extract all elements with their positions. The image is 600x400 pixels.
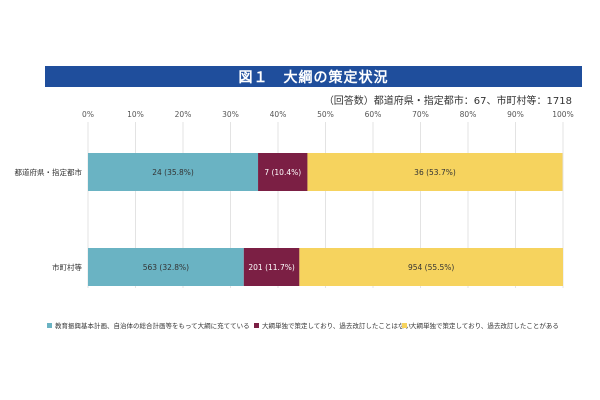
bar-segment [307, 153, 563, 191]
legend-swatch [254, 323, 259, 328]
chart-title: 図１ 大綱の策定状況 [45, 66, 582, 87]
bar-segment [243, 248, 300, 286]
bar-segment [258, 153, 308, 191]
x-tick-label: 60% [365, 110, 382, 119]
bar-segment [88, 153, 259, 191]
data-label: 954 (55.5%) [408, 263, 454, 272]
x-tick-label: 20% [175, 110, 192, 119]
bar-segment [299, 248, 563, 286]
legend-swatch [402, 323, 407, 328]
data-label: 24 (35.8%) [152, 168, 194, 177]
bar-segment [88, 248, 244, 286]
legend-label: 大綱単独で策定しており、過去改訂したことはない [262, 321, 411, 330]
category-label: 都道府県・指定都市 [15, 167, 83, 177]
legend-swatch [47, 323, 52, 328]
data-label: 201 (11.7%) [248, 263, 294, 272]
chart-subtitle: （回答数）都道府県・指定都市：67、市町村等：1718 [323, 96, 572, 107]
x-tick-label: 80% [460, 110, 477, 119]
x-tick-label: 10% [127, 110, 144, 119]
x-tick-label: 0% [82, 110, 94, 119]
x-tick-label: 70% [412, 110, 429, 119]
x-tick-label: 50% [317, 110, 334, 119]
data-label: 7 (10.4%) [264, 168, 301, 177]
category-label: 市町村等 [52, 262, 82, 272]
legend-label: 大綱単独で策定しており、過去改訂したことがある [410, 321, 559, 330]
data-label: 563 (32.8%) [143, 263, 189, 272]
x-tick-label: 40% [270, 110, 287, 119]
legend-label: 教育振興基本計画、自治体の総合計画等をもって大綱に充てている [55, 321, 250, 330]
x-tick-label: 30% [222, 110, 239, 119]
x-tick-label: 100% [552, 110, 573, 119]
data-label: 36 (53.7%) [414, 168, 456, 177]
x-tick-label: 90% [507, 110, 524, 119]
